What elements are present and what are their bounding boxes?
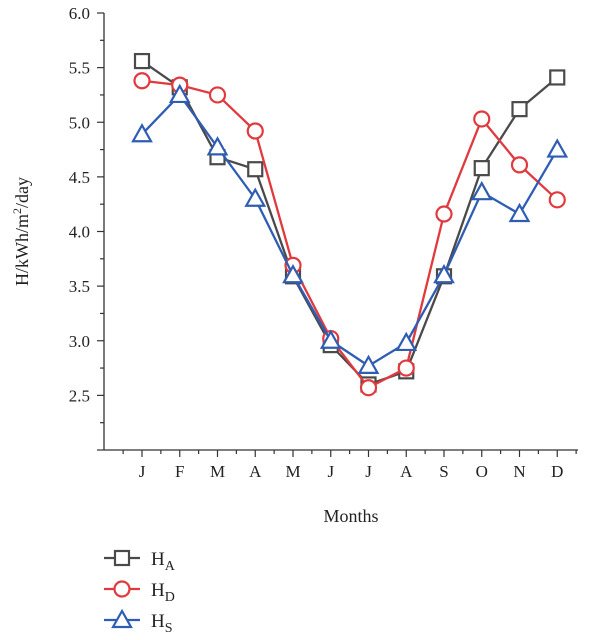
data-point-HA — [549, 69, 566, 86]
legend-label: HS — [151, 611, 173, 636]
data-point-HS — [131, 123, 153, 143]
data-point-HS — [282, 263, 304, 284]
legend-marker — [113, 549, 131, 567]
data-point-HA — [473, 160, 490, 177]
x-tick-label: S — [439, 462, 448, 481]
legend-item-HA: HA — [104, 549, 176, 574]
legend: HA HD HS — [104, 549, 176, 636]
legend-item-HD: HD — [104, 580, 175, 605]
data-point-HS — [470, 180, 493, 201]
data-point-HD — [510, 156, 529, 174]
plot-area: 2.5 3.0 3.5 4.0 4.5 5.0 5.5 6.0 J F M A M J J A S O N D — [69, 4, 578, 481]
x-tick-label: J — [327, 462, 334, 481]
y-tick-label: 6.0 — [69, 4, 90, 23]
y-tick-label: 4.5 — [69, 168, 90, 187]
y-tick-label: 5.5 — [69, 59, 90, 78]
data-point-HA — [247, 161, 264, 178]
y-tick-label: 3.0 — [69, 332, 90, 351]
x-tick-label: O — [476, 462, 488, 481]
x-tick-label: A — [400, 462, 413, 481]
data-point-HS — [168, 83, 191, 104]
x-tick-label: F — [175, 462, 184, 481]
data-point-HD — [246, 122, 264, 140]
legend-label: HA — [151, 549, 176, 574]
data-point-HA — [133, 52, 151, 70]
y-tick-label: 3.5 — [69, 277, 90, 296]
legend-marker — [113, 580, 131, 598]
data-point-HS — [546, 138, 569, 158]
series-line-HA — [141, 60, 558, 386]
series-line-HD — [141, 79, 559, 389]
x-tick-label: M — [210, 462, 225, 481]
data-point-HS — [357, 354, 380, 374]
x-tick-label: N — [513, 462, 525, 481]
data-point-HS — [244, 187, 267, 207]
legend-label: HD — [151, 580, 175, 605]
data-point-HS — [319, 329, 342, 349]
y-tick-label: 4.0 — [69, 223, 90, 242]
x-axis-title: Months — [323, 506, 378, 526]
y-axis-ticks: 2.5 3.0 3.5 4.0 4.5 5.0 5.5 6.0 — [69, 4, 104, 451]
x-tick-label: D — [551, 462, 563, 481]
series-HA — [133, 52, 566, 393]
data-point-HA — [511, 101, 528, 118]
data-point-HS — [433, 263, 455, 284]
y-axis-title: H/kWh/m2/day — [10, 177, 32, 286]
y-tick-label: 2.5 — [69, 386, 90, 405]
x-tick-label: A — [249, 462, 262, 481]
y-tick-label: 5.0 — [69, 113, 90, 132]
data-point-HS — [395, 331, 418, 352]
series-HS — [131, 83, 569, 374]
data-point-HS — [206, 136, 229, 156]
x-tick-label: M — [285, 462, 300, 481]
series-layer — [131, 52, 569, 397]
legend-item-HS: HS — [104, 608, 173, 636]
data-point-HD — [359, 379, 378, 397]
data-point-HS — [508, 202, 531, 223]
data-point-HD — [208, 86, 227, 104]
data-point-HD — [397, 359, 415, 377]
data-point-HD — [133, 72, 151, 90]
legend-marker — [111, 608, 133, 629]
data-point-HD — [548, 191, 566, 209]
x-tick-label: J — [365, 462, 372, 481]
data-point-HD — [435, 205, 453, 223]
x-tick-label: J — [139, 462, 146, 481]
data-point-HD — [473, 110, 491, 128]
